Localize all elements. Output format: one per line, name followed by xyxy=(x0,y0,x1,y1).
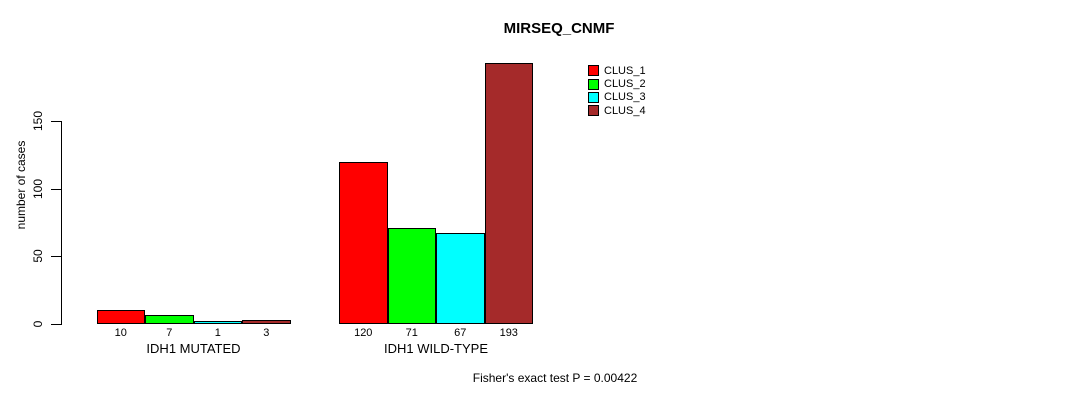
y-tick-label: 150 xyxy=(31,110,45,132)
bar-value-label: 67 xyxy=(454,327,467,339)
legend-label: CLUS_4 xyxy=(604,104,646,117)
y-tick-label: 0 xyxy=(31,320,45,328)
legend-swatch-icon xyxy=(588,91,599,103)
y-tick-label: 100 xyxy=(31,178,45,199)
y-tick-mark xyxy=(51,121,61,122)
legend-item-clus_1: CLUS_1 xyxy=(588,64,646,77)
legend-label: CLUS_2 xyxy=(604,78,646,91)
bar-value-label: 193 xyxy=(499,327,518,339)
bar-clus_4-idh1-wild-type xyxy=(484,63,533,324)
bar-clus_1-idh1-wild-type xyxy=(339,162,388,324)
bar-value-label: 71 xyxy=(405,327,418,339)
legend-item-clus_4: CLUS_4 xyxy=(588,104,646,117)
legend: CLUS_1 CLUS_2 CLUS_3 CLUS_4 xyxy=(588,64,646,118)
legend-swatch-icon xyxy=(588,105,599,117)
bar-clus_3-idh1-mutated xyxy=(193,321,242,324)
chart-title: MIRSEQ_CNMF xyxy=(503,20,615,37)
bar-clus_2-idh1-mutated xyxy=(145,315,194,324)
y-axis-line xyxy=(61,121,62,325)
y-axis-label: number of cases xyxy=(14,140,28,230)
y-tick-mark xyxy=(51,256,61,258)
legend-item-clus_2: CLUS_2 xyxy=(588,77,646,90)
legend-label: CLUS_3 xyxy=(604,91,646,104)
y-tick-mark xyxy=(51,324,61,325)
legend-label: CLUS_1 xyxy=(604,64,646,77)
bar-clus_2-idh1-wild-type xyxy=(387,228,436,324)
bar-value-label: 1 xyxy=(214,327,221,339)
bar-value-label: 120 xyxy=(354,327,373,339)
legend-item-clus_3: CLUS_3 xyxy=(588,91,646,104)
bar-value-label: 10 xyxy=(114,327,127,339)
bar-clus_1-idh1-mutated xyxy=(96,310,145,324)
bar-value-label: 7 xyxy=(166,327,173,339)
bar-clus_4-idh1-mutated xyxy=(242,320,291,324)
bar-value-label: 3 xyxy=(263,327,270,339)
bar-clus_3-idh1-wild-type xyxy=(436,233,485,324)
group-label-idh1-mutated: IDH1 MUTATED xyxy=(146,341,241,356)
y-tick-mark xyxy=(51,188,61,190)
legend-swatch-icon xyxy=(588,65,599,77)
fisher-test-annotation: Fisher's exact test P = 0.00422 xyxy=(472,371,638,385)
group-label-idh1-wild-type: IDH1 WILD-TYPE xyxy=(383,341,489,356)
legend-swatch-icon xyxy=(588,78,599,90)
y-tick-label: 50 xyxy=(31,249,45,264)
